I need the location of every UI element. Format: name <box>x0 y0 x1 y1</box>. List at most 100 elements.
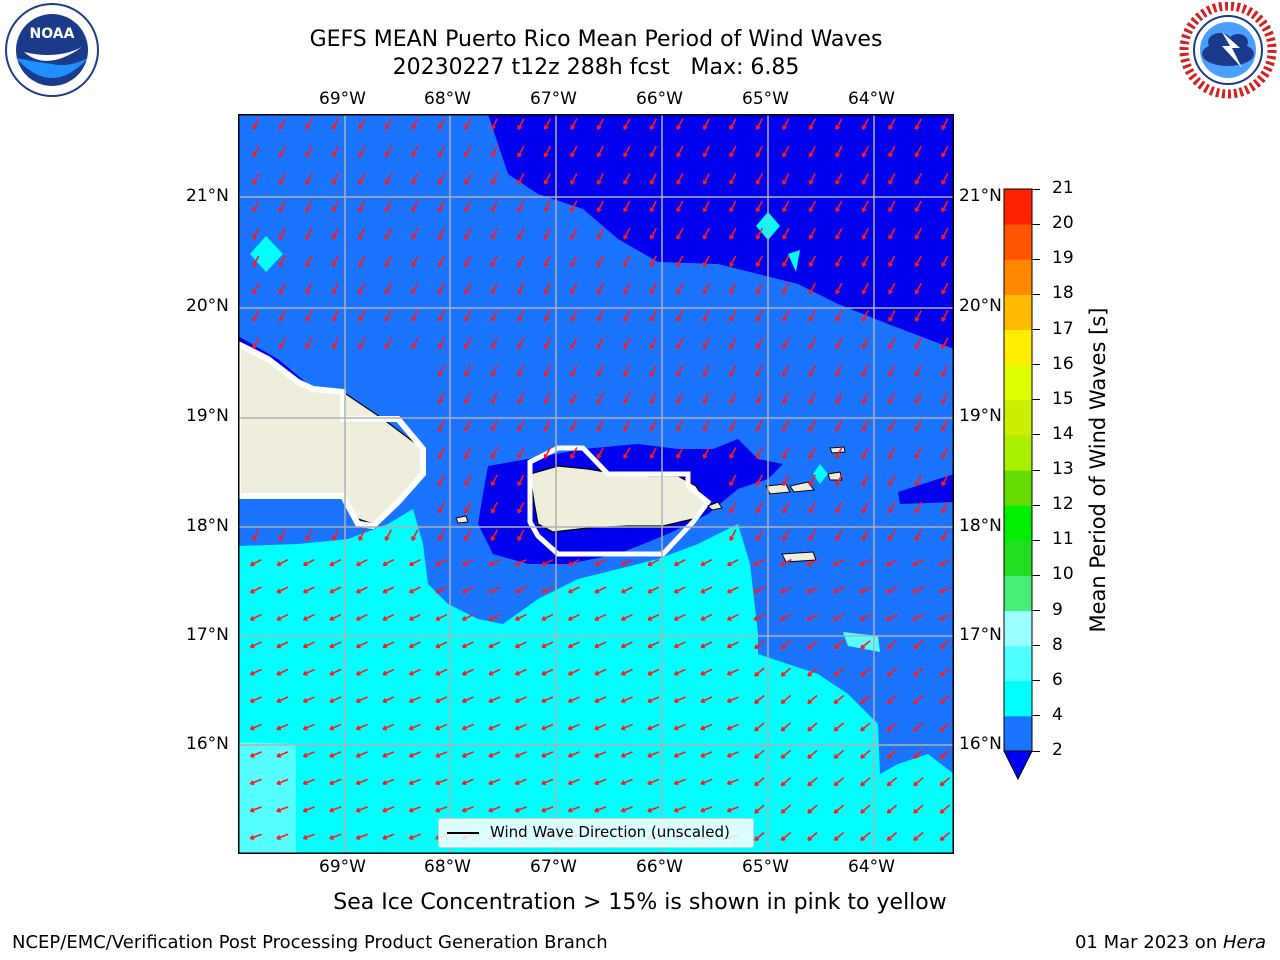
wind-wave-arrow <box>861 255 870 267</box>
wind-wave-arrow <box>568 751 580 758</box>
wind-wave-arrow <box>859 558 872 566</box>
wind-wave-arrow <box>727 668 739 676</box>
wind-wave-arrow-head <box>915 510 920 514</box>
wind-wave-arrow-head <box>623 181 628 185</box>
wind-wave-arrow <box>543 392 552 404</box>
wind-wave-arrow <box>914 419 923 432</box>
wind-wave-arrow-head <box>544 290 549 295</box>
wind-wave-arrow-head <box>809 373 814 377</box>
wind-wave-arrow-head <box>438 510 443 514</box>
wind-wave-arrow <box>833 694 845 704</box>
wind-wave-arrow-head <box>411 208 416 213</box>
wind-wave-arrow <box>488 806 501 812</box>
wind-wave-arrow <box>649 145 658 158</box>
colorbar-tick <box>1032 504 1040 506</box>
wind-wave-arrow <box>305 337 313 349</box>
wind-wave-arrow <box>808 337 817 349</box>
wind-wave-arrow <box>623 282 631 295</box>
wind-wave-arrow <box>941 364 949 377</box>
wind-wave-arrow <box>914 227 923 240</box>
wind-wave-arrow <box>833 722 845 732</box>
wind-wave-arrow-head <box>888 208 893 213</box>
wind-wave-arrow-head <box>835 537 840 541</box>
wind-wave-arrow <box>808 200 817 212</box>
wind-wave-arrow <box>886 777 898 787</box>
wind-wave-arrow <box>808 501 817 514</box>
wind-wave-arrow-head <box>835 126 840 130</box>
wind-wave-arrow <box>568 696 580 703</box>
wind-wave-arrow <box>409 723 421 730</box>
wind-wave-arrow <box>700 558 713 566</box>
wind-wave-arrow <box>464 310 472 322</box>
wind-wave-arrow <box>729 310 737 322</box>
wind-wave-arrow-head <box>940 838 945 842</box>
wind-wave-arrow <box>835 145 843 158</box>
wind-wave-arrow <box>331 337 340 349</box>
wind-wave-arrow-head <box>915 236 920 240</box>
wind-wave-arrow <box>649 337 658 349</box>
wind-wave-arrow-head <box>517 510 522 514</box>
wind-wave-arrow <box>674 806 686 812</box>
wind-wave-arrow-head <box>517 181 522 185</box>
wind-wave-arrow <box>807 804 818 814</box>
wind-wave-arrow <box>570 447 578 459</box>
lat-label-right: 16°N <box>959 734 1002 754</box>
wind-wave-arrow <box>649 282 658 295</box>
wind-wave-arrow <box>647 778 660 785</box>
wind-wave-arrow-head <box>729 510 734 514</box>
wind-wave-arrow <box>382 586 395 594</box>
wind-wave-arrow <box>754 804 765 814</box>
wind-wave-arrow <box>278 227 287 240</box>
wind-wave-arrow <box>490 419 499 432</box>
wind-wave-arrow-head <box>305 263 310 267</box>
wind-wave-arrow <box>807 749 818 759</box>
wind-wave-arrow <box>913 694 924 704</box>
wind-wave-arrow <box>729 173 737 185</box>
wind-wave-arrow <box>490 501 499 514</box>
wind-wave-arrow-head <box>782 400 787 404</box>
wind-wave-arrow <box>888 419 896 432</box>
wind-wave-arrow-head <box>411 263 416 267</box>
wind-wave-arrow <box>780 749 792 759</box>
colorbar-tick-label: 16 <box>1052 353 1074 374</box>
wind-wave-arrow <box>409 751 421 758</box>
wind-wave-arrow <box>384 200 393 212</box>
wind-wave-arrow <box>782 529 790 541</box>
wind-wave-arrow <box>860 804 871 814</box>
wind-wave-arrow <box>382 558 395 566</box>
wind-wave-arrow-head <box>941 263 946 267</box>
wind-wave-arrow <box>727 613 739 621</box>
wind-wave-arrow <box>358 173 366 185</box>
colorbar-tick <box>1032 223 1040 225</box>
wind-wave-arrow <box>807 694 818 704</box>
wind-wave-arrow <box>250 641 262 648</box>
island-mona <box>455 515 469 524</box>
wind-wave-arrows <box>249 118 951 842</box>
wind-wave-arrow-head <box>781 838 786 842</box>
wind-wave-arrow <box>649 419 658 432</box>
wind-wave-arrow <box>780 722 792 732</box>
wind-wave-arrow <box>594 778 607 785</box>
wind-wave-arrow <box>382 751 395 758</box>
wind-wave-arrow <box>437 474 446 486</box>
wind-wave-arrow-head <box>676 126 681 130</box>
wind-wave-arrow <box>329 613 342 621</box>
wind-wave-arrow <box>356 641 368 648</box>
wind-wave-arrow <box>543 419 552 432</box>
wind-wave-arrow-head <box>888 455 893 459</box>
wind-wave-arrow-head <box>411 345 416 350</box>
wind-wave-arrow-head <box>544 400 549 404</box>
wind-wave-arrow <box>860 640 871 650</box>
wind-wave-arrow <box>753 558 766 566</box>
wind-wave-arrow <box>914 392 923 404</box>
wind-wave-arrow-head <box>754 646 759 650</box>
wind-wave-arrow <box>276 696 289 703</box>
wind-wave-arrow-head <box>781 701 786 705</box>
wind-wave-arrow-head <box>835 400 840 404</box>
wind-wave-arrow-head <box>703 126 708 130</box>
wind-wave-arrow <box>729 529 737 541</box>
wind-wave-arrow <box>808 173 817 185</box>
wind-wave-arrow <box>305 255 313 267</box>
wind-wave-arrow <box>543 173 552 185</box>
wind-wave-arrow-head <box>279 318 284 322</box>
